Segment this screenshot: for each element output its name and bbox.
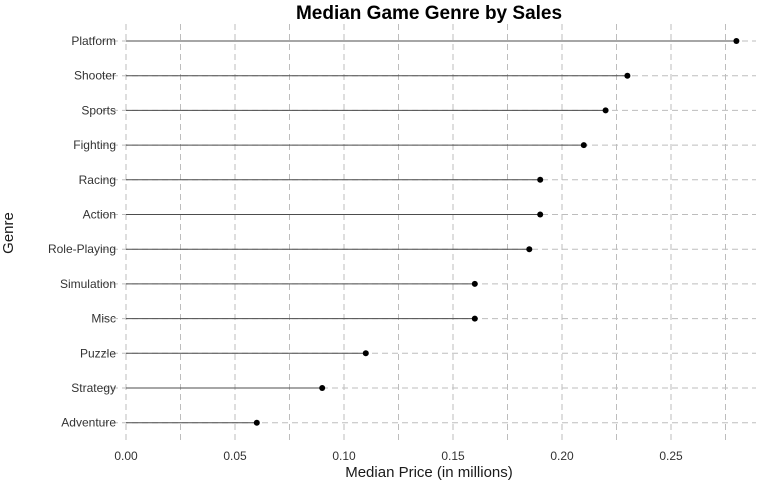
- point-fighting: [580, 142, 587, 149]
- y-axis-title: Genre: [0, 212, 17, 254]
- y-tick-label: Puzzle: [80, 346, 116, 360]
- y-tick-label: Platform: [71, 34, 116, 48]
- stems: [126, 40, 737, 424]
- x-tick-labels: 0.00 0.05 0.10 0.15 0.20 0.25: [114, 449, 683, 463]
- y-tick-label: Misc: [91, 312, 116, 326]
- y-tick-label: Sports: [81, 103, 116, 117]
- y-tick-label: Racing: [79, 173, 116, 187]
- point-action: [537, 211, 544, 218]
- x-tick-label: 0.20: [550, 449, 574, 463]
- x-tick-label: 0.05: [223, 449, 247, 463]
- y-tick-labels: Platform Shooter Sports Fighting Racing Actio…: [48, 34, 116, 430]
- grid: [102, 24, 756, 441]
- x-tick-label: 0.15: [441, 449, 465, 463]
- dots: [253, 38, 740, 426]
- y-tick-label: Fighting: [73, 138, 116, 152]
- y-tick-label: Action: [83, 208, 116, 222]
- point-platform: [733, 38, 740, 44]
- x-axis-title: Median Price (in millions): [345, 464, 513, 480]
- point-puzzle: [362, 350, 369, 357]
- x-tick-label: 0.25: [659, 449, 683, 463]
- x-tick-label: 0.10: [332, 449, 356, 463]
- point-simulation: [471, 280, 478, 287]
- point-shooter: [624, 72, 631, 79]
- y-tick-label: Simulation: [60, 277, 116, 291]
- y-tick-label: Role-Playing: [48, 242, 116, 256]
- y-tick-label: Strategy: [71, 381, 116, 395]
- point-racing: [537, 176, 544, 183]
- point-sports: [602, 107, 609, 114]
- y-tick-label: Shooter: [74, 69, 116, 83]
- point-role-playing: [526, 246, 533, 253]
- x-tick-label: 0.00: [114, 449, 138, 463]
- y-tick-label: Adventure: [61, 416, 116, 430]
- point-strategy: [319, 385, 326, 391]
- point-misc: [471, 315, 478, 322]
- chart-title: Median Game Genre by Sales: [296, 3, 562, 24]
- point-adventure: [253, 419, 260, 426]
